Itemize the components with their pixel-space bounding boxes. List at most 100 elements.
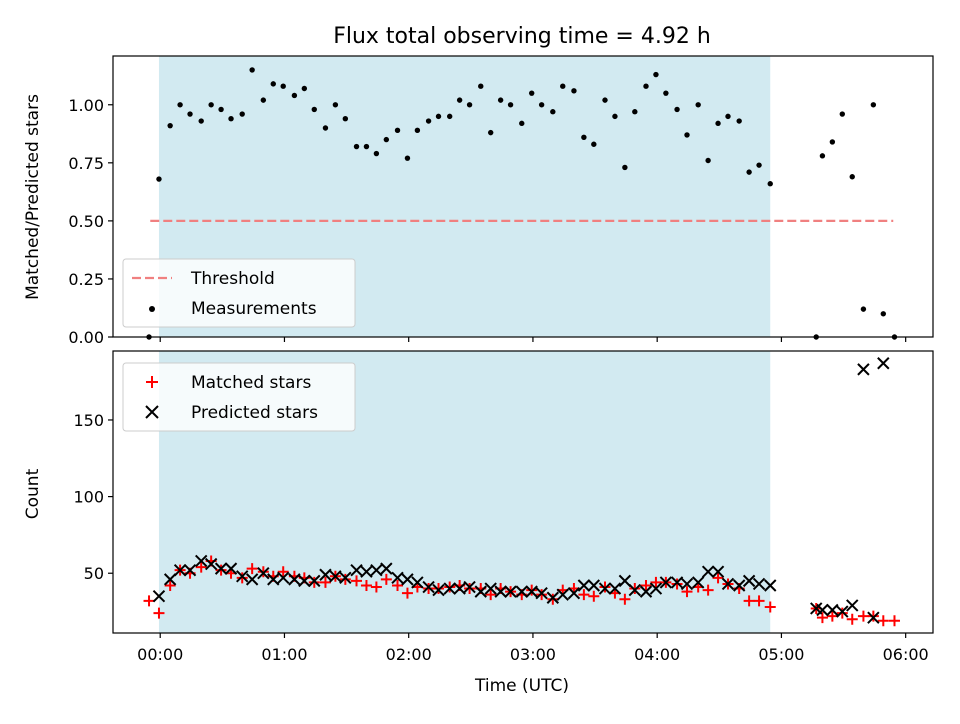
data-point xyxy=(401,587,413,599)
legend-measurements-swatch xyxy=(149,306,155,312)
data-point xyxy=(826,610,838,622)
data-point xyxy=(571,88,577,94)
data-point xyxy=(370,581,382,593)
data-point xyxy=(370,563,383,577)
data-point xyxy=(435,113,442,120)
data-point xyxy=(671,578,683,590)
x-tick-label: 04:00 xyxy=(634,645,680,664)
data-point xyxy=(311,106,317,113)
data-point xyxy=(383,136,390,143)
data-point xyxy=(839,111,846,117)
data-point xyxy=(332,102,339,108)
data-point xyxy=(588,590,600,602)
data-point xyxy=(536,589,548,601)
data-point xyxy=(360,565,373,578)
data-point xyxy=(466,102,473,108)
x-tick-label: 06:00 xyxy=(883,645,929,664)
top-y-axis-label: Matched/Predicted stars xyxy=(23,94,43,300)
x-tick-label: 05:00 xyxy=(758,645,804,664)
x-tick-label: 00:00 xyxy=(137,645,183,664)
legend-label: Matched stars xyxy=(191,373,311,393)
data-point xyxy=(291,92,298,99)
data-point xyxy=(535,586,548,600)
data-point xyxy=(547,593,559,605)
data-point xyxy=(695,102,701,108)
data-point xyxy=(177,102,183,108)
data-point xyxy=(836,607,848,619)
data-point xyxy=(618,574,632,588)
legend-box xyxy=(122,362,356,432)
data-point xyxy=(587,579,601,592)
data-point xyxy=(767,181,773,187)
y-tick-label: 0.75 xyxy=(68,154,104,173)
data-point xyxy=(183,563,197,577)
x-tick-label: 02:00 xyxy=(386,645,432,664)
data-point xyxy=(764,601,776,613)
data-point xyxy=(422,580,435,594)
data-point xyxy=(701,565,715,578)
data-point xyxy=(432,583,445,597)
data-point xyxy=(756,162,762,168)
data-point xyxy=(507,102,514,108)
data-point xyxy=(474,585,487,598)
data-point xyxy=(752,577,766,591)
data-point xyxy=(632,109,638,115)
data-point xyxy=(433,583,445,595)
data-point xyxy=(339,571,352,585)
data-point xyxy=(598,582,612,595)
data-point xyxy=(546,591,560,604)
data-point xyxy=(319,576,331,588)
legend: Matched stars Predicted stars xyxy=(122,362,356,432)
data-point xyxy=(270,81,276,87)
data-point xyxy=(712,572,724,584)
series-predicted-stars xyxy=(152,357,890,624)
data-point xyxy=(702,584,714,596)
data-point xyxy=(152,590,166,603)
y-tick-label: 100 xyxy=(73,488,104,507)
data-point xyxy=(670,576,684,589)
data-point xyxy=(224,562,238,575)
data-point xyxy=(350,563,363,577)
y-tick-label: 0.25 xyxy=(68,270,104,289)
data-point xyxy=(836,605,849,618)
y-tick-label: 0.50 xyxy=(68,212,104,231)
data-point xyxy=(260,97,267,103)
data-point xyxy=(643,83,649,89)
data-point xyxy=(319,568,332,581)
data-point xyxy=(308,576,320,588)
data-point xyxy=(519,120,525,127)
data-point xyxy=(453,582,466,595)
data-point xyxy=(478,83,484,89)
data-point xyxy=(215,564,227,576)
data-point xyxy=(392,579,404,591)
data-point xyxy=(228,116,234,122)
data-point xyxy=(443,582,456,595)
data-point xyxy=(401,573,414,586)
data-point xyxy=(444,581,456,593)
data-point xyxy=(380,562,393,575)
data-point xyxy=(732,579,746,592)
data-point xyxy=(351,575,363,587)
data-point xyxy=(464,583,476,595)
data-point xyxy=(497,97,504,103)
data-point xyxy=(578,589,590,601)
legend-matched-swatch xyxy=(146,376,158,388)
data-point xyxy=(423,583,435,595)
bottom-y-axis-label: Count xyxy=(23,468,43,519)
data-point xyxy=(870,102,877,108)
data-point xyxy=(867,610,879,622)
data-point xyxy=(567,586,581,600)
data-point xyxy=(308,574,321,588)
data-point xyxy=(525,585,538,598)
data-point xyxy=(628,583,642,597)
data-point xyxy=(280,83,286,89)
x-tick-label: 01:00 xyxy=(261,645,307,664)
data-point xyxy=(214,562,228,575)
legend-box xyxy=(122,258,356,328)
legend-label: Predicted stars xyxy=(191,403,318,423)
data-point xyxy=(257,567,270,580)
data-point xyxy=(721,577,735,591)
data-point xyxy=(650,576,662,588)
data-point xyxy=(153,607,165,619)
